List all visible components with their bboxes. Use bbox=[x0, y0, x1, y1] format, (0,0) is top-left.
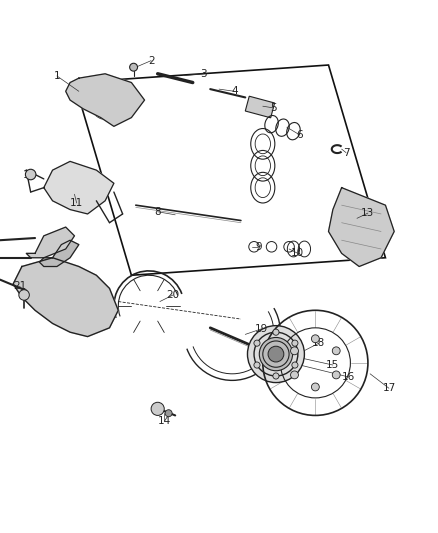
Circle shape bbox=[25, 169, 36, 180]
Circle shape bbox=[290, 347, 298, 355]
Text: 5: 5 bbox=[270, 103, 277, 113]
Circle shape bbox=[254, 362, 260, 368]
Circle shape bbox=[311, 383, 319, 391]
Circle shape bbox=[292, 362, 298, 368]
Bar bbox=[245, 96, 275, 118]
Polygon shape bbox=[13, 258, 118, 336]
Circle shape bbox=[332, 347, 340, 355]
Text: 16: 16 bbox=[342, 372, 355, 382]
Circle shape bbox=[268, 346, 284, 362]
Text: 1: 1 bbox=[53, 71, 60, 81]
Text: 18: 18 bbox=[312, 338, 325, 348]
Text: 13: 13 bbox=[361, 208, 374, 218]
Circle shape bbox=[165, 410, 172, 417]
Text: 12: 12 bbox=[23, 171, 36, 180]
Circle shape bbox=[332, 371, 340, 379]
Text: 17: 17 bbox=[382, 383, 396, 393]
Text: 19: 19 bbox=[255, 324, 268, 334]
Text: 10: 10 bbox=[291, 248, 304, 259]
Text: 8: 8 bbox=[154, 207, 161, 217]
Circle shape bbox=[273, 329, 279, 335]
Text: 6: 6 bbox=[297, 130, 304, 140]
Circle shape bbox=[292, 340, 298, 346]
Text: 14: 14 bbox=[158, 416, 171, 426]
Text: 15: 15 bbox=[326, 360, 339, 370]
Circle shape bbox=[311, 335, 319, 343]
Text: 2: 2 bbox=[148, 55, 155, 66]
Polygon shape bbox=[39, 240, 79, 266]
Circle shape bbox=[130, 63, 138, 71]
Circle shape bbox=[259, 337, 293, 371]
Circle shape bbox=[290, 371, 298, 379]
Circle shape bbox=[19, 290, 29, 300]
Text: 20: 20 bbox=[166, 290, 180, 300]
Text: 21: 21 bbox=[13, 281, 26, 291]
Polygon shape bbox=[328, 188, 394, 266]
Text: 7: 7 bbox=[343, 148, 350, 158]
Text: 4: 4 bbox=[231, 86, 238, 96]
Circle shape bbox=[247, 326, 304, 383]
Polygon shape bbox=[66, 74, 145, 126]
Circle shape bbox=[273, 373, 279, 379]
Polygon shape bbox=[44, 161, 114, 214]
Text: 3: 3 bbox=[200, 69, 207, 79]
Circle shape bbox=[151, 402, 164, 415]
Text: 11: 11 bbox=[70, 198, 83, 208]
Text: 9: 9 bbox=[255, 242, 262, 252]
Polygon shape bbox=[26, 227, 74, 258]
Circle shape bbox=[254, 340, 260, 346]
